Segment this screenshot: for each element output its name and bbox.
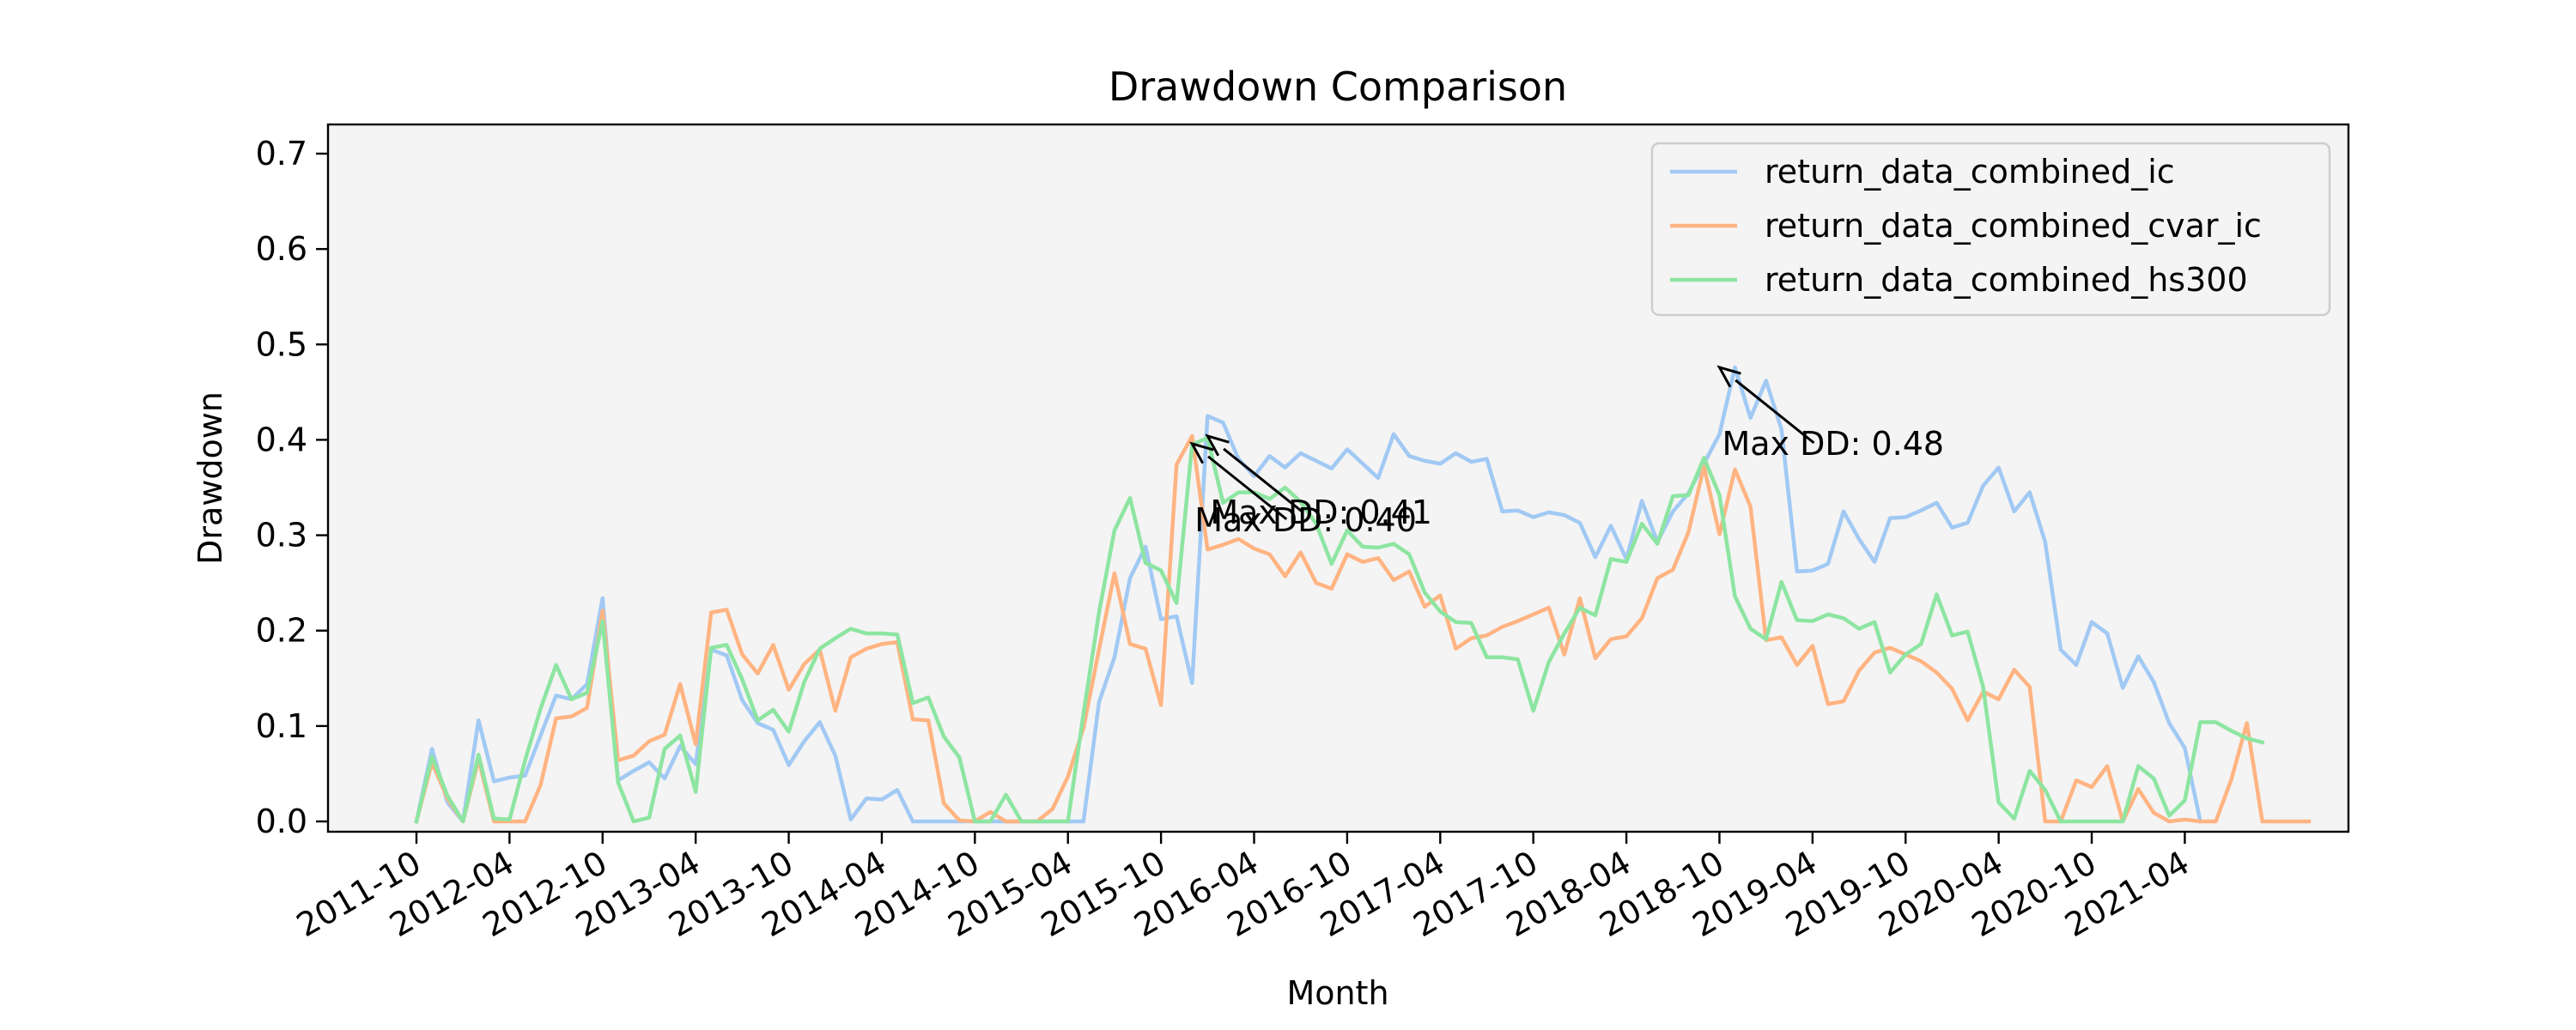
x-axis: 2011-102012-042012-102013-042013-102014-… xyxy=(290,832,2196,944)
series-line-3 xyxy=(414,435,2265,824)
y-tick-label: 0.5 xyxy=(256,325,307,363)
y-tick-label: 0.6 xyxy=(256,230,307,268)
plot-frame xyxy=(326,123,2350,833)
series-line-2 xyxy=(414,433,2312,824)
annotation-label: Max DD: 0.48 xyxy=(1722,425,1944,463)
y-tick-label: 0.7 xyxy=(256,135,307,173)
series-lines xyxy=(414,365,2312,824)
annotation-arrowhead xyxy=(1716,365,1741,388)
series-line-1 xyxy=(414,365,2203,824)
annotation-arrow xyxy=(1735,379,1815,445)
annotation-arrowhead xyxy=(1205,433,1230,457)
y-axis-label: Drawdown xyxy=(191,391,229,565)
x-axis-label: Month xyxy=(1286,974,1388,1012)
legend-label: return_data_combined_ic xyxy=(1765,153,2175,191)
y-tick-label: 0.2 xyxy=(256,612,307,650)
legend: return_data_combined_ic return_data_combi… xyxy=(1650,142,2331,317)
y-axis: 0.0 0.1 0.2 0.3 0.4 0.5 0.6 0.7 xyxy=(256,135,328,840)
legend-label: return_data_combined_hs300 xyxy=(1765,261,2248,299)
chart-title: Drawdown Comparison xyxy=(1109,64,1567,110)
y-tick-label: 0.0 xyxy=(256,803,307,840)
annotation-arrowhead xyxy=(1189,441,1214,464)
y-tick-label: 0.3 xyxy=(256,517,307,554)
legend-box xyxy=(1650,142,2331,317)
annotation-label: Max DD: 0.41 xyxy=(1210,494,1432,531)
y-tick-label: 0.4 xyxy=(256,421,307,458)
annotation-label: Max DD: 0.40 xyxy=(1194,501,1417,539)
legend-label: return_data_combined_cvar_ic xyxy=(1765,207,2262,245)
y-tick-label: 0.1 xyxy=(256,707,307,745)
annotation-arrow xyxy=(1207,455,1288,521)
annotation-arrow xyxy=(1223,447,1303,513)
